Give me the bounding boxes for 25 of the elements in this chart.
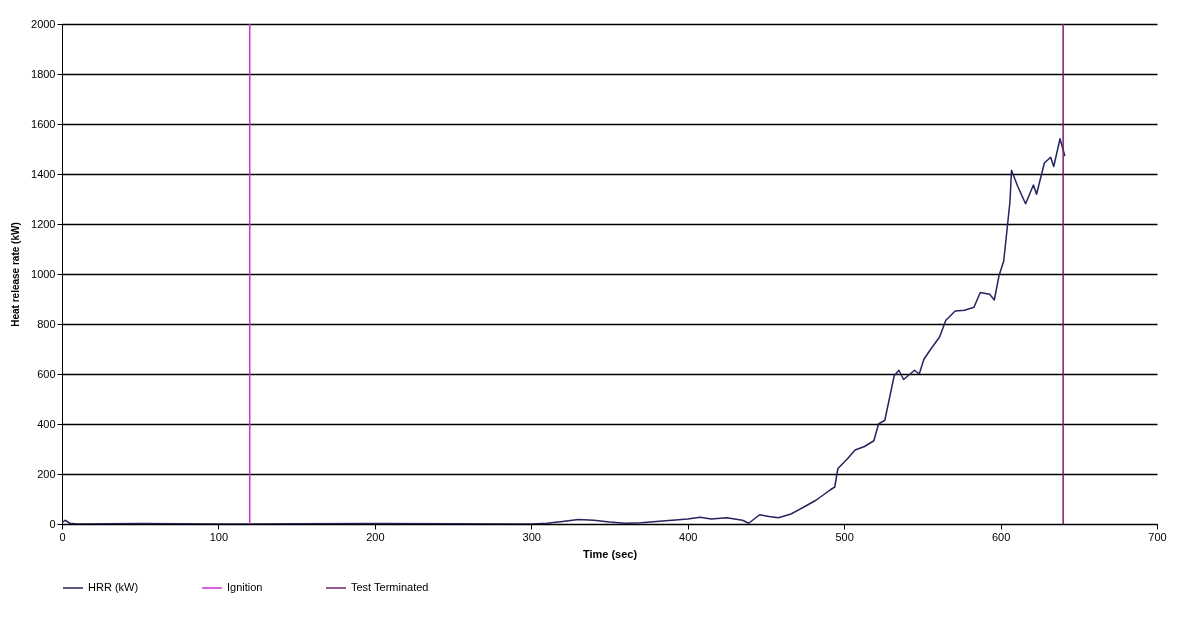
x-tick-label: 300 <box>522 530 541 543</box>
line-series <box>62 138 1066 524</box>
y-tick-label: 1200 <box>31 217 56 230</box>
y-tick-label: 1600 <box>31 117 56 130</box>
x-tick-label: 0 <box>59 530 66 543</box>
x-tick-label: 500 <box>835 530 854 543</box>
y-tick-label: 1000 <box>31 267 56 280</box>
y-tick-label: 2000 <box>31 17 56 30</box>
y-tick-label: 800 <box>37 317 56 330</box>
x-axis-title: Time (sec) <box>582 547 638 560</box>
y-tick-label: 400 <box>37 417 56 430</box>
y-tick-label: 1400 <box>31 167 56 180</box>
legend-label: Test Terminated <box>351 581 429 593</box>
y-tick-label: 1800 <box>31 67 56 80</box>
legend-label: HRR (kW) <box>88 581 139 593</box>
x-tick-label: 600 <box>991 530 1011 543</box>
y-tick-label: 200 <box>37 467 56 480</box>
x-tick-label: 400 <box>679 530 698 543</box>
y-tick-label: 0 <box>49 517 56 530</box>
x-tick-label: 100 <box>209 530 229 543</box>
y-axis-title: Heat release rate (kW) <box>10 222 22 327</box>
legend-label: Ignition <box>227 581 263 593</box>
x-tick-label: 200 <box>366 530 385 543</box>
x-tick-label: 700 <box>1148 530 1167 543</box>
y-tick-label: 600 <box>37 367 56 380</box>
